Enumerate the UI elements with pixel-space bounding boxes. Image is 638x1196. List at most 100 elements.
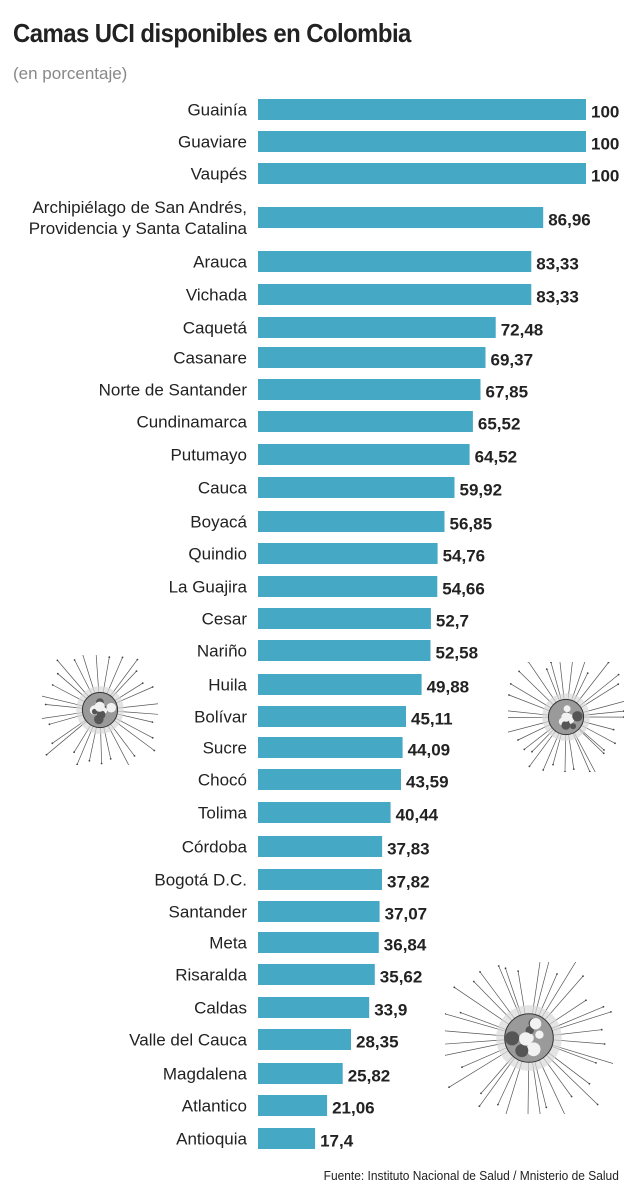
category-label: Tolima — [198, 804, 248, 823]
bar — [258, 99, 586, 120]
value-label: 86,96 — [548, 211, 591, 230]
value-label: 100 — [591, 103, 619, 122]
category-label: Guaviare — [178, 133, 247, 152]
category-label: Córdoba — [182, 838, 248, 857]
category-label: Quindio — [188, 545, 247, 564]
bar — [258, 477, 455, 498]
category-label: Guainía — [187, 101, 247, 120]
bar — [258, 869, 382, 890]
value-label: 83,33 — [536, 288, 579, 307]
value-label: 37,83 — [387, 840, 430, 859]
category-label: Valle del Cauca — [129, 1031, 247, 1050]
value-label: 69,37 — [491, 351, 534, 370]
category-label: Bogotá D.C. — [154, 871, 247, 890]
bar — [258, 284, 532, 305]
category-label: Bolívar — [194, 708, 247, 727]
category-label: Risaralda — [175, 966, 247, 985]
bar — [258, 543, 438, 564]
value-label: 54,76 — [443, 547, 486, 566]
chart-title: Camas UCI disponibles en Colombia — [13, 18, 411, 48]
value-label: 17,4 — [320, 1132, 354, 1151]
category-label: Sucre — [203, 739, 247, 758]
bar — [258, 901, 380, 922]
category-label: Cundinamarca — [136, 413, 247, 432]
bar — [258, 1128, 316, 1149]
bar — [258, 1095, 328, 1116]
value-label: 36,84 — [384, 936, 427, 955]
source-note: Fuente: Instituto Nacional de Salud / Mn… — [323, 1168, 619, 1183]
bar — [258, 251, 532, 272]
bar — [258, 608, 431, 629]
value-label: 43,59 — [406, 773, 449, 792]
category-label: Casanare — [173, 349, 247, 368]
value-label: 59,92 — [460, 481, 503, 500]
virus-icon — [42, 655, 158, 765]
chart-subtitle: (en porcentaje) — [13, 64, 128, 83]
value-label: 45,11 — [411, 710, 453, 729]
bar — [258, 1029, 351, 1050]
value-label: 44,09 — [408, 741, 451, 760]
value-label: 64,52 — [475, 448, 518, 467]
bar — [258, 997, 370, 1018]
bar — [258, 511, 445, 532]
value-label: 83,33 — [536, 255, 579, 274]
category-label: Santander — [169, 903, 248, 922]
bar — [258, 131, 586, 152]
bar — [258, 1063, 343, 1084]
category-label: Arauca — [193, 253, 247, 272]
value-label: 35,62 — [380, 968, 423, 987]
value-label: 65,52 — [478, 415, 521, 434]
bar — [258, 207, 544, 228]
bar — [258, 836, 383, 857]
value-label: 28,35 — [356, 1033, 399, 1052]
value-label: 67,85 — [486, 383, 529, 402]
category-label: La Guajira — [169, 578, 248, 597]
category-label: Cauca — [198, 479, 248, 498]
category-label: Caldas — [194, 999, 247, 1018]
value-label: 25,82 — [348, 1067, 391, 1086]
value-label: 37,82 — [387, 873, 430, 892]
value-label: 54,66 — [442, 580, 485, 599]
value-label: 49,88 — [427, 678, 470, 697]
bar — [258, 379, 481, 400]
category-label: Vichada — [186, 286, 248, 305]
bar — [258, 411, 473, 432]
category-label: Magdalena — [163, 1065, 248, 1084]
bar — [258, 317, 496, 338]
category-label: Putumayo — [170, 446, 247, 465]
bar — [258, 444, 470, 465]
bar — [258, 964, 375, 985]
value-label: 56,85 — [450, 515, 493, 534]
value-label: 52,7 — [436, 612, 469, 631]
category-label: Vaupés — [191, 165, 247, 184]
virus-icon — [508, 662, 624, 772]
bar — [258, 576, 438, 597]
category-label: Nariño — [197, 642, 247, 661]
bar — [258, 674, 422, 695]
value-label: 100 — [591, 135, 619, 154]
category-label: Meta — [209, 934, 247, 953]
bar — [258, 706, 406, 727]
category-label: Archipiélago de San Andrés, Providencia y… — [29, 198, 248, 238]
bar — [258, 737, 403, 758]
category-label: Caquetá — [183, 319, 248, 338]
value-label: 52,58 — [436, 644, 479, 663]
bar — [258, 163, 586, 184]
value-label: 72,48 — [501, 321, 544, 340]
value-label: 100 — [591, 167, 619, 186]
bar — [258, 347, 486, 368]
value-label: 33,9 — [374, 1001, 407, 1020]
category-label: Atlantico — [182, 1097, 247, 1116]
category-label: Antioquia — [176, 1130, 247, 1149]
bar — [258, 769, 401, 790]
value-label: 37,07 — [385, 905, 428, 924]
bar — [258, 932, 379, 953]
category-label: Norte de Santander — [99, 381, 248, 400]
category-label: Chocó — [198, 771, 247, 790]
category-label: Boyacá — [190, 513, 247, 532]
virus-icon — [445, 962, 613, 1114]
bar — [258, 640, 431, 661]
category-label: Cesar — [202, 610, 248, 629]
value-label: 40,44 — [396, 806, 439, 825]
